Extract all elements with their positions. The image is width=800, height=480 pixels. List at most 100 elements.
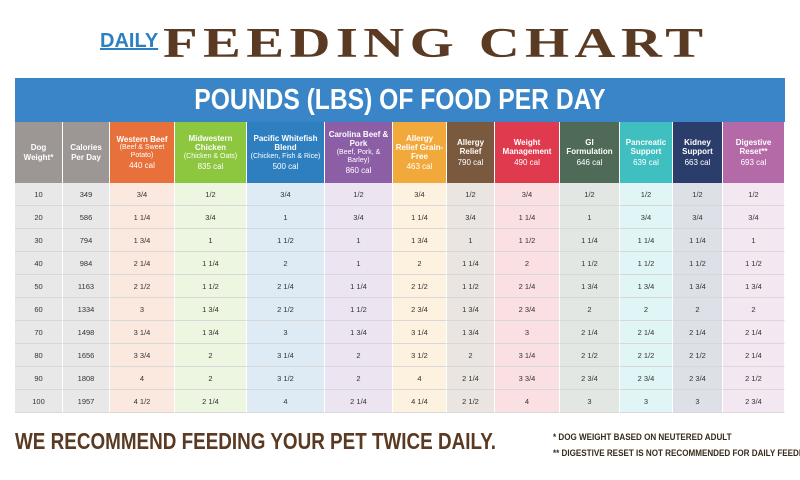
table-cell: 2 1/4 (247, 275, 325, 298)
table-cell: 2 1/4 (495, 275, 560, 298)
table-cell: 2 (175, 344, 247, 367)
table-cell: 1/2 (673, 183, 723, 206)
column-header: Dog Weight* (15, 122, 63, 183)
table-cell: 4 (247, 390, 325, 413)
column-header: Digestive Reset** 693 cal (723, 122, 785, 183)
note: ** DIGESTIVE RESET IS NOT RECOMMENDED FO… (553, 448, 800, 459)
table-cell: 2 (620, 298, 673, 321)
table-cell: 20 (15, 206, 63, 229)
column-calories: 646 cal (576, 157, 603, 167)
column-header: Pacific Whitefish Blend (Chicken, Fish & … (247, 122, 325, 183)
column-name: Calories Per Day (70, 143, 102, 162)
daily-label: DAILY (100, 30, 159, 52)
table-cell: 1 (247, 206, 325, 229)
banner: POUNDS (LBS) OF FOOD PER DAY (15, 78, 785, 122)
table-cell: 1 1/2 (247, 229, 325, 252)
table-cell: 3 (247, 321, 325, 344)
table-cell: 3 (620, 390, 673, 413)
column-header: Allergy Relief 790 cal (447, 122, 495, 183)
table-cell: 2 (393, 252, 447, 275)
table-cell: 2 1/2 (110, 275, 175, 298)
table-cell: 2 1/4 (175, 390, 247, 413)
table-cell: 2 3/4 (560, 367, 620, 390)
table-cell: 1 1/4 (560, 229, 620, 252)
table-cell: 2 (723, 298, 785, 321)
table-cell: 2 (673, 298, 723, 321)
table-cell: 2 (247, 252, 325, 275)
note: * DOG WEIGHT BASED ON NEUTERED ADULT (553, 432, 732, 443)
table-cell: 1 3/4 (110, 229, 175, 252)
table-cell: 1 1/4 (393, 206, 447, 229)
column-calories: 463 cal (406, 162, 433, 172)
table-cell: 1/2 (175, 183, 247, 206)
recommendation: WE RECOMMEND FEEDING YOUR PET TWICE DAIL… (15, 428, 496, 454)
column-header: Midwestern Chicken (Chicken & Oats) 835 ca… (175, 122, 247, 183)
table-cell: 2 3/4 (495, 298, 560, 321)
table-cell: 3/4 (110, 183, 175, 206)
table-cell: 1163 (63, 275, 110, 298)
table-cell: 2 1/4 (723, 344, 785, 367)
table-cell: 1 1/2 (447, 275, 495, 298)
table-cell: 2 1/2 (447, 390, 495, 413)
table-cell: 1 1/2 (495, 229, 560, 252)
column-name: Digestive Reset** (735, 138, 772, 157)
column-header: Allergy Relief Grain-Free 463 cal (393, 122, 447, 183)
table-cell: 3 1/4 (110, 321, 175, 344)
table-cell: 2 1/4 (110, 252, 175, 275)
column-name: Kidney Support (682, 138, 713, 157)
table-cell: 3/4 (723, 206, 785, 229)
column-name: Midwestern Chicken (188, 134, 233, 153)
column-header: Weight Management 490 cal (495, 122, 560, 183)
table-cell: 1 (723, 229, 785, 252)
table-cell: 1 (560, 206, 620, 229)
table-cell: 3/4 (393, 183, 447, 206)
table-cell: 3 3/4 (495, 367, 560, 390)
table-cell: 1 3/4 (393, 229, 447, 252)
table-cell: 1656 (63, 344, 110, 367)
table-cell: 3 1/4 (247, 344, 325, 367)
table-cell: 1 3/4 (175, 321, 247, 344)
table-cell: 2 1/4 (673, 321, 723, 344)
column-header: Western Beef (Beef & Sweet Potato) 440 cal (110, 122, 175, 183)
column-calories: 835 cal (197, 161, 224, 171)
column-calories: 663 cal (684, 157, 711, 167)
table-cell: 4 1/2 (110, 390, 175, 413)
column-calories: 860 cal (345, 165, 372, 175)
table-cell: 4 (393, 367, 447, 390)
table-cell: 1 3/4 (723, 275, 785, 298)
table-cell: 2 1/4 (560, 321, 620, 344)
table-cell: 3 1/2 (393, 344, 447, 367)
table-cell: 3 3/4 (110, 344, 175, 367)
table-cell: 1 1/4 (110, 206, 175, 229)
table-cell: 2 3/4 (723, 390, 785, 413)
table-cell: 984 (63, 252, 110, 275)
table-cell: 3/4 (175, 206, 247, 229)
table-cell: 60 (15, 298, 63, 321)
table-cell: 1808 (63, 367, 110, 390)
column-calories: 500 cal (272, 161, 299, 171)
table-cell: 2 1/2 (673, 344, 723, 367)
table-cell: 3 (495, 321, 560, 344)
column-name: Pancreatic Support (625, 138, 667, 157)
table-cell: 2 3/4 (673, 367, 723, 390)
table-cell: 1 (447, 229, 495, 252)
table-cell: 30 (15, 229, 63, 252)
table-cell: 794 (63, 229, 110, 252)
table-cell: 1 (325, 252, 393, 275)
column-name: Carolina Beef & Pork (328, 130, 389, 149)
table-cell: 1 1/2 (175, 275, 247, 298)
banner-text: POUNDS (LBS) OF FOOD PER DAY (194, 83, 606, 116)
table-cell: 2 1/2 (247, 298, 325, 321)
column-calories: 693 cal (740, 157, 767, 167)
table-cell: 2 (325, 367, 393, 390)
table-cell: 1/2 (447, 183, 495, 206)
table-cell: 586 (63, 206, 110, 229)
table-cell: 2 1/4 (620, 321, 673, 344)
column-header: Calories Per Day (63, 122, 110, 183)
column-name: Allergy Relief (456, 138, 485, 157)
table-cell: 1 (325, 229, 393, 252)
column-header: Pancreatic Support 639 cal (620, 122, 673, 183)
table-cell: 2 (560, 298, 620, 321)
column-name: Allergy Relief Grain-Free (395, 133, 444, 161)
